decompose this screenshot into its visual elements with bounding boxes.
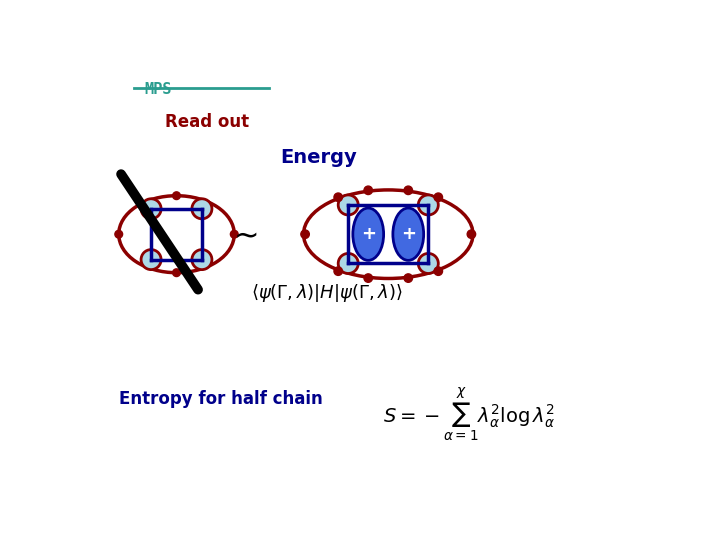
- Circle shape: [418, 195, 438, 215]
- Circle shape: [334, 267, 343, 275]
- Circle shape: [141, 249, 161, 269]
- Text: Entropy for half chain: Entropy for half chain: [120, 390, 323, 408]
- Circle shape: [338, 195, 359, 215]
- Circle shape: [338, 253, 359, 273]
- Circle shape: [230, 231, 238, 238]
- Ellipse shape: [353, 208, 384, 260]
- Circle shape: [192, 199, 212, 219]
- Circle shape: [467, 230, 476, 239]
- Text: MPS: MPS: [144, 82, 171, 97]
- Text: Read out: Read out: [165, 112, 249, 131]
- Text: +: +: [361, 225, 376, 243]
- Circle shape: [364, 186, 372, 194]
- Circle shape: [404, 274, 413, 282]
- Circle shape: [434, 193, 443, 201]
- Circle shape: [364, 274, 372, 282]
- Circle shape: [334, 193, 343, 201]
- Text: $\langle\psi(\Gamma,\lambda)|H|\psi(\Gamma,\lambda)\rangle$: $\langle\psi(\Gamma,\lambda)|H|\psi(\Gam…: [251, 282, 402, 304]
- Circle shape: [115, 231, 122, 238]
- Text: $S = -\sum_{\alpha=1}^{\chi} \lambda_{\alpha}^{2} \log \lambda_{\alpha}^{2}$: $S = -\sum_{\alpha=1}^{\chi} \lambda_{\a…: [383, 387, 555, 444]
- Circle shape: [192, 249, 212, 269]
- Circle shape: [141, 199, 161, 219]
- Circle shape: [173, 269, 180, 276]
- Circle shape: [404, 186, 413, 194]
- Text: $\sim$: $\sim$: [228, 220, 258, 249]
- Circle shape: [418, 253, 438, 273]
- Circle shape: [301, 230, 310, 239]
- Text: +: +: [401, 225, 415, 243]
- Circle shape: [434, 267, 443, 275]
- Text: Energy: Energy: [281, 148, 357, 167]
- Circle shape: [173, 192, 180, 200]
- Ellipse shape: [393, 208, 423, 260]
